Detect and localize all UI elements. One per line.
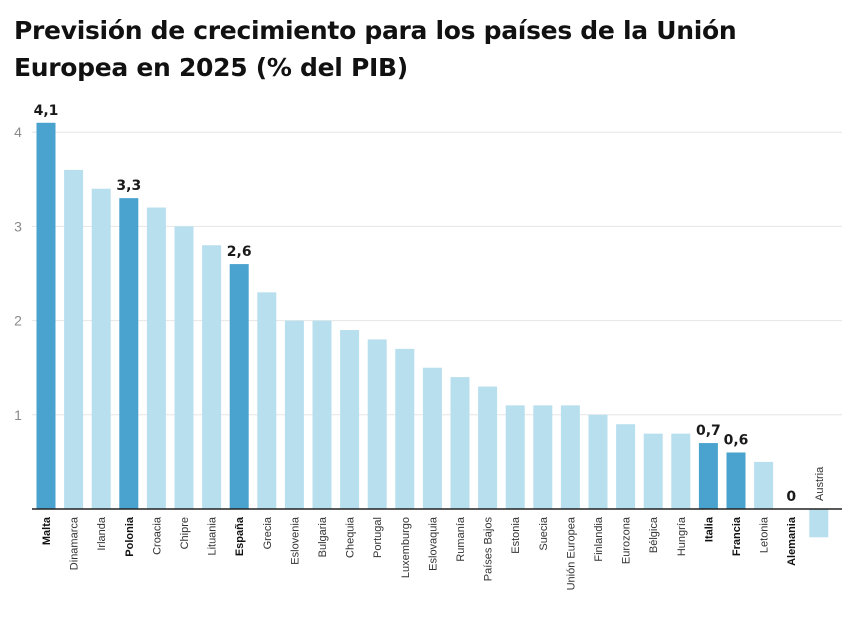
- labels: 1 2 3 4 4,1 Malta Dinamarca Irlanda 3,3 Polonia Cr…: [14, 103, 826, 591]
- x-category-label: Finlandia: [593, 516, 605, 562]
- x-category-label: Eurozona: [621, 516, 633, 564]
- bar: [119, 198, 139, 509]
- bar: [698, 443, 718, 509]
- bar: [754, 461, 774, 509]
- bar: [588, 414, 608, 509]
- x-category-label: Eslovaquia: [427, 516, 439, 571]
- bar: [616, 424, 636, 509]
- bar: [809, 509, 829, 538]
- x-category-label: Suecia: [538, 516, 550, 551]
- x-category-label: Eslovenia: [289, 516, 301, 565]
- bar: [36, 122, 56, 509]
- bar: [257, 292, 277, 509]
- x-category-label: Bulgaria: [317, 516, 329, 557]
- bar: [560, 405, 580, 509]
- chart-title: Previsión de crecimiento para los países…: [14, 16, 737, 82]
- y-tick-label: 2: [14, 313, 22, 329]
- x-category-label: Lituania: [207, 516, 219, 555]
- x-category-label: Polonia: [124, 516, 136, 557]
- bar: [64, 169, 84, 509]
- bar: [312, 320, 332, 509]
- bars: [36, 122, 829, 538]
- x-category-label: Dinamarca: [69, 516, 81, 570]
- data-label: 3,3: [116, 178, 141, 194]
- x-category-label: Hungría: [676, 516, 688, 556]
- x-category-label: Croacia: [151, 516, 163, 555]
- x-category-label: Grecia: [262, 516, 274, 549]
- x-category-label: Portugal: [372, 517, 384, 558]
- bar: [367, 339, 387, 509]
- x-category-label: Rumanía: [455, 516, 467, 562]
- data-label: 4,1: [34, 103, 59, 119]
- x-category-label: Chipre: [179, 517, 191, 549]
- bar: [395, 348, 415, 509]
- data-label: 2,6: [227, 244, 252, 260]
- bar: [450, 377, 470, 509]
- bar: [229, 264, 249, 509]
- x-category-label: Unión Europea: [565, 516, 577, 590]
- data-label: 0: [786, 489, 796, 505]
- x-category-label: Letonia: [759, 516, 771, 553]
- bar: [146, 207, 166, 509]
- x-category-label: Países Bajos: [483, 517, 495, 582]
- bar: [340, 330, 360, 509]
- bar: [671, 433, 691, 509]
- x-category-label: Bélgica: [648, 516, 660, 553]
- bar: [533, 405, 553, 509]
- x-category-label: Malta: [41, 516, 53, 545]
- x-category-label: Irlanda: [96, 516, 108, 551]
- x-category-label: Francia: [731, 516, 743, 556]
- x-category-label: Luxemburgo: [400, 517, 412, 578]
- x-category-label: Italia: [703, 516, 715, 542]
- bar: [174, 226, 194, 509]
- x-category-label: Austria: [814, 466, 826, 501]
- y-tick-label: 3: [14, 218, 22, 234]
- bar: [478, 386, 498, 509]
- x-category-label: España: [234, 516, 246, 556]
- bar: [91, 188, 111, 509]
- data-label: 0,7: [696, 423, 721, 439]
- x-category-label: Estonia: [510, 516, 522, 554]
- bar: [643, 433, 663, 509]
- bar: [422, 367, 442, 509]
- bar: [505, 405, 525, 509]
- x-category-label: Chequia: [345, 516, 357, 558]
- y-tick-label: 4: [14, 124, 22, 140]
- bar: [202, 245, 222, 510]
- bar: [284, 320, 304, 509]
- bar: [726, 452, 746, 509]
- x-category-label: Alemania: [786, 516, 798, 566]
- data-label: 0,6: [724, 432, 749, 448]
- y-tick-label: 1: [14, 407, 22, 423]
